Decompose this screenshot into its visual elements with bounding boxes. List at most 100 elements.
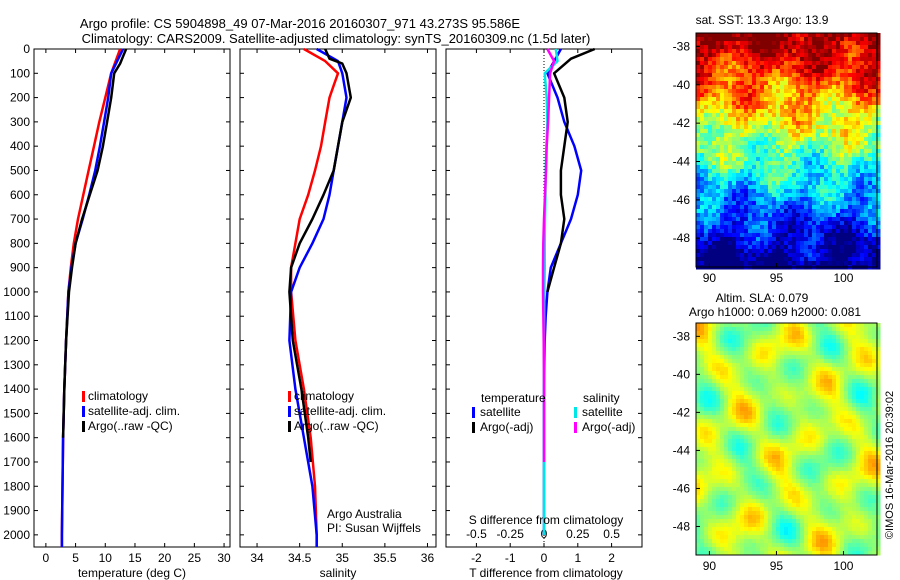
map-cell [740,427,745,432]
map-cell [720,121,725,126]
map-cell [792,359,797,364]
map-cell [700,109,705,114]
map-cell [860,65,865,70]
map-cell [732,483,737,488]
map-cell [728,33,733,38]
map-cell [776,145,781,150]
map-cell [856,177,861,182]
map-cell [832,129,837,134]
map-cell [776,109,781,114]
map-cell [732,181,737,186]
map-cell [736,141,741,146]
map-cell [836,229,841,234]
map-cell [756,177,761,182]
map-cell [708,149,713,154]
map-cell [736,375,741,380]
map-cell [808,65,813,70]
map-cell [768,475,773,480]
map-cell [712,169,717,174]
map-cell [720,475,725,480]
map-cell [756,61,761,66]
map-cell [720,249,725,254]
map-cell [776,185,781,190]
map-cell [852,169,857,174]
map-cell [708,399,713,404]
map-cell [876,101,881,106]
map-cell [700,133,705,138]
map-cell [720,443,725,448]
map-cell [708,471,713,476]
map-cell [732,395,737,400]
map-cell [752,89,757,94]
map-cell [812,209,817,214]
map-cell [824,77,829,82]
map-cell [864,49,869,54]
map-cell [700,97,705,102]
map-cell [748,97,753,102]
map-cell [868,395,873,400]
map-cell [872,467,877,472]
map-cell [712,165,717,170]
map-cell [864,53,869,58]
map-cell [716,363,721,368]
map-cell [764,411,769,416]
map-cell [708,403,713,408]
map-cell [852,383,857,388]
map-cell [700,491,705,496]
map-cell [792,117,797,122]
map-cell [780,101,785,106]
map-cell [792,249,797,254]
map-cell [792,217,797,222]
map-cell [716,415,721,420]
map-cell [700,233,705,238]
map-cell [756,157,761,162]
map-cell [724,245,729,250]
map-cell [844,69,849,74]
map-cell [852,217,857,222]
map-cell [720,45,725,50]
map-cell [748,335,753,340]
map-cell [844,201,849,206]
map-cell [876,253,881,258]
map-cell [844,181,849,186]
map-cell [744,327,749,332]
map-cell [776,479,781,484]
map-cell [868,427,873,432]
map-cell [784,85,789,90]
map-cell [812,89,817,94]
map-cell [868,97,873,102]
map-cell [784,351,789,356]
map-cell [716,253,721,258]
map-cell [720,77,725,82]
map-cell [696,375,701,380]
map-cell [844,439,849,444]
map-cell [852,165,857,170]
map-cell [788,463,793,468]
map-cell [872,61,877,66]
map-cell [872,73,877,78]
map-cell [780,153,785,158]
map-cell [712,355,717,360]
map-cell [772,431,777,436]
map-cell [780,49,785,54]
map-cell [844,451,849,456]
map-cell [824,383,829,388]
map-cell [784,137,789,142]
map-cell [872,165,877,170]
map-cell [764,427,769,432]
map-cell [852,431,857,436]
map-cell [760,165,765,170]
map-cell [780,157,785,162]
map-cell [736,363,741,368]
map-cell [800,371,805,376]
map-cell [732,411,737,416]
map-x-tick-label: 90 [703,271,717,285]
map-cell [724,347,729,352]
map-cell [868,475,873,480]
map-cell [772,141,777,146]
map-cell [704,391,709,396]
map-cell [732,391,737,396]
map-cell [840,335,845,340]
map-cell [876,145,881,150]
map-cell [816,137,821,142]
